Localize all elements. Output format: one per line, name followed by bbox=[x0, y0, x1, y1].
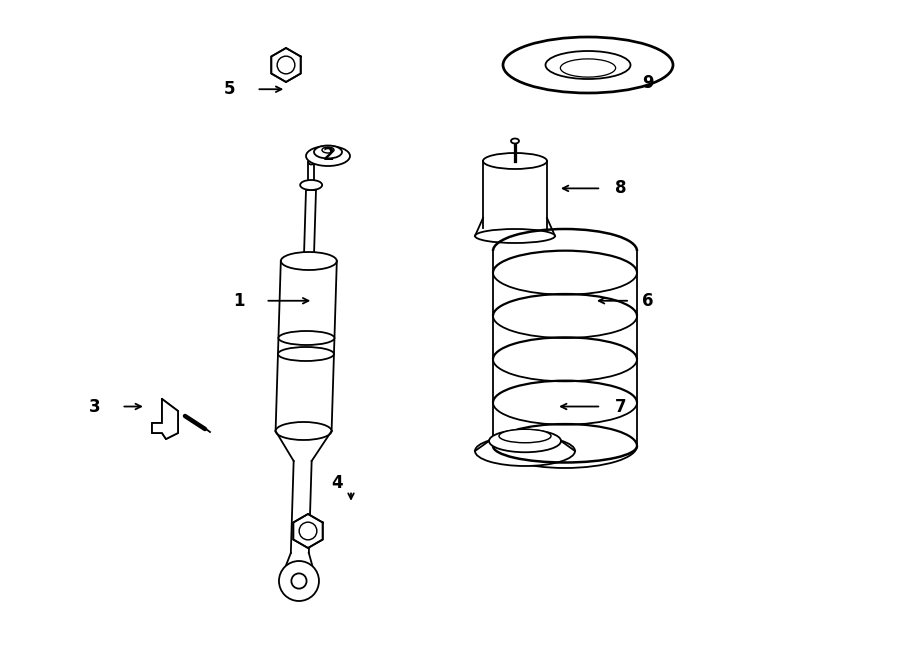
Polygon shape bbox=[475, 218, 555, 236]
Ellipse shape bbox=[301, 180, 322, 190]
Ellipse shape bbox=[561, 59, 616, 77]
Ellipse shape bbox=[278, 331, 335, 345]
Text: 8: 8 bbox=[616, 179, 626, 198]
Polygon shape bbox=[291, 461, 311, 553]
Polygon shape bbox=[275, 261, 337, 431]
Ellipse shape bbox=[489, 430, 561, 452]
Ellipse shape bbox=[499, 429, 551, 443]
Ellipse shape bbox=[278, 347, 334, 361]
Ellipse shape bbox=[314, 145, 342, 159]
Ellipse shape bbox=[475, 436, 575, 466]
Ellipse shape bbox=[511, 139, 519, 143]
Polygon shape bbox=[275, 431, 331, 461]
Polygon shape bbox=[303, 190, 316, 266]
Ellipse shape bbox=[545, 51, 631, 79]
Ellipse shape bbox=[281, 252, 337, 270]
Text: 7: 7 bbox=[616, 397, 626, 416]
Ellipse shape bbox=[475, 229, 555, 243]
Ellipse shape bbox=[483, 153, 547, 169]
Ellipse shape bbox=[322, 147, 334, 153]
Ellipse shape bbox=[275, 422, 331, 440]
Polygon shape bbox=[271, 48, 301, 82]
Circle shape bbox=[279, 561, 319, 601]
Text: 1: 1 bbox=[233, 292, 244, 310]
Text: 2: 2 bbox=[323, 146, 334, 165]
Text: 4: 4 bbox=[332, 473, 343, 492]
Ellipse shape bbox=[306, 146, 350, 166]
Circle shape bbox=[292, 573, 307, 588]
Text: 5: 5 bbox=[224, 80, 235, 98]
Text: 9: 9 bbox=[643, 73, 653, 92]
Text: 3: 3 bbox=[89, 397, 100, 416]
Ellipse shape bbox=[503, 37, 673, 93]
Text: 6: 6 bbox=[643, 292, 653, 310]
Polygon shape bbox=[483, 161, 547, 228]
Polygon shape bbox=[152, 399, 178, 439]
Polygon shape bbox=[293, 514, 323, 548]
Ellipse shape bbox=[309, 159, 314, 165]
